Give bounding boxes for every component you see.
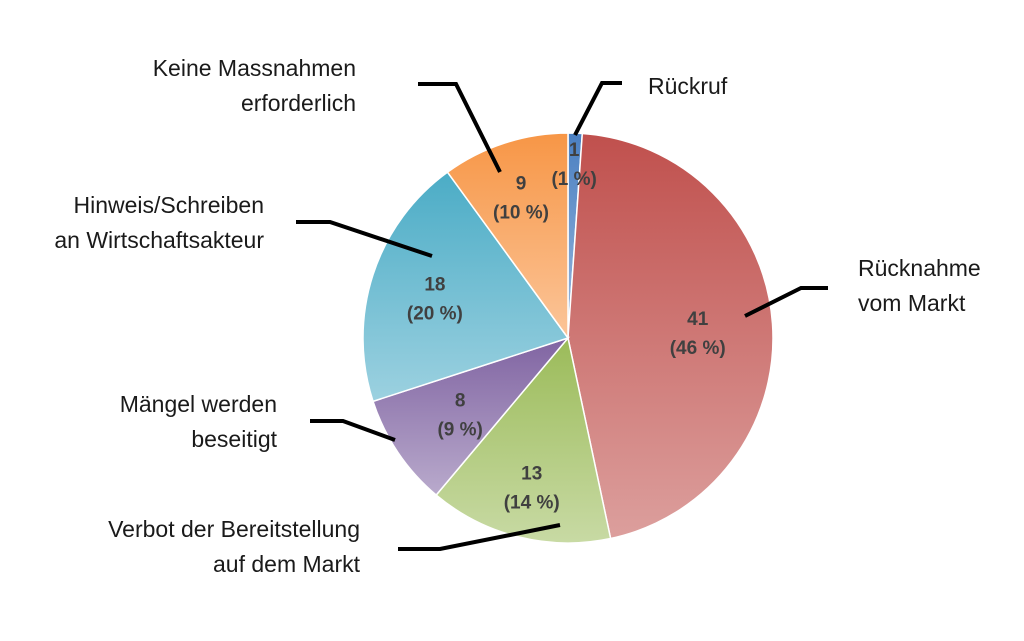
leader-line-maengel-werden-beseitigt: [310, 419, 396, 442]
pie-slice-ruecknahme-vom-markt: [567, 132, 774, 540]
data-labels: 1 (1 %) 41 (46 %) 13 (14 %) 8 (9 %) 18 (20 %) 9 (10…: [407, 140, 726, 513]
category-label-keine-massnahmen-erforderlich: Keine Massnahmen erforderlich: [153, 55, 356, 116]
pie-slices: [362, 132, 774, 544]
data-label-hinweis-schreiben-an-wirtschaftsakteur: 18 (20 %): [407, 275, 463, 325]
category-label-maengel-werden-beseitigt: Mängel werden beseitigt: [120, 391, 278, 452]
leader-line-hinweis-schreiben-an-wirtschaftsakteur: [296, 220, 433, 258]
leader-lines: [296, 81, 828, 551]
leader-line-ruecknahme-vom-markt: [744, 286, 828, 318]
category-labels: Rückruf Rücknahme vom Markt Verbot der Bere…: [54, 55, 980, 577]
pie-slice-verbot-der-bereitstellung-auf-dem-markt: [435, 336, 612, 544]
data-label-ruecknahme-vom-markt: 41 (46 %): [670, 309, 726, 359]
category-label-verbot-der-bereitstellung-auf-dem-markt: Verbot der Bereitstellung auf dem Markt: [108, 516, 360, 577]
pie-slice-keine-massnahmen-erforderlich: [446, 132, 569, 341]
pie-slice-maengel-werden-beseitigt: [372, 336, 571, 497]
pie-slice-hinweis-schreiben-an-wirtschaftsakteur: [362, 171, 570, 403]
leader-line-verbot-der-bereitstellung-auf-dem-markt: [398, 523, 561, 551]
leader-line-rueckruf: [573, 81, 622, 136]
data-label-rueckruf: 1 (1 %): [551, 140, 596, 190]
leader-line-keine-massnahmen-erforderlich: [418, 82, 502, 173]
data-label-verbot-der-bereitstellung-auf-dem-markt: 13 (14 %): [504, 464, 560, 514]
category-label-hinweis-schreiben-an-wirtschaftsakteur: Hinweis/Schreiben an Wirtschaftsakteur: [54, 192, 264, 253]
category-label-ruecknahme-vom-markt: Rücknahme vom Markt: [858, 255, 981, 316]
category-label-rueckruf: Rückruf: [648, 73, 728, 99]
data-label-maengel-werden-beseitigt: 8 (9 %): [437, 391, 482, 441]
data-label-keine-massnahmen-erforderlich: 9 (10 %): [493, 173, 549, 223]
